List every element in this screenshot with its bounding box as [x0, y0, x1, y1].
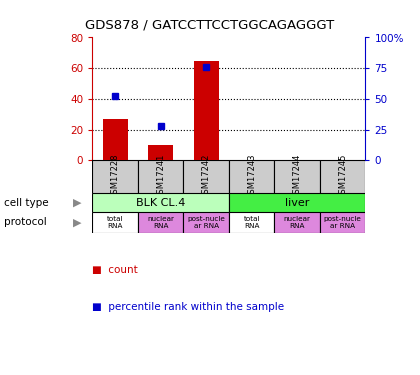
- Text: total
RNA: total RNA: [107, 216, 123, 229]
- Bar: [194, 60, 219, 160]
- Bar: [229, 212, 274, 232]
- Text: ■  percentile rank within the sample: ■ percentile rank within the sample: [92, 303, 284, 312]
- Bar: [92, 212, 138, 232]
- Text: ▶: ▶: [74, 217, 82, 227]
- Bar: [184, 160, 229, 193]
- Text: GSM17228: GSM17228: [110, 154, 120, 200]
- Text: ▶: ▶: [74, 198, 82, 207]
- Bar: [229, 160, 274, 193]
- Bar: [92, 193, 229, 212]
- Bar: [92, 160, 138, 193]
- Bar: [320, 160, 365, 193]
- Text: GDS878 / GATCCTTCCTGGCAGAGGGT: GDS878 / GATCCTTCCTGGCAGAGGGT: [85, 19, 335, 32]
- Bar: [229, 193, 365, 212]
- Text: GSM17243: GSM17243: [247, 154, 256, 200]
- Text: GSM17244: GSM17244: [293, 154, 302, 199]
- Text: liver: liver: [285, 198, 310, 207]
- Text: nuclear
RNA: nuclear RNA: [284, 216, 311, 229]
- Text: nuclear
RNA: nuclear RNA: [147, 216, 174, 229]
- Text: protocol: protocol: [4, 217, 47, 227]
- Bar: [320, 212, 365, 232]
- Bar: [274, 160, 320, 193]
- Text: BLK CL.4: BLK CL.4: [136, 198, 185, 207]
- Text: GSM17245: GSM17245: [338, 154, 347, 199]
- Bar: [138, 212, 184, 232]
- Text: post-nucle
ar RNA: post-nucle ar RNA: [324, 216, 362, 229]
- Bar: [138, 160, 184, 193]
- Text: post-nucle
ar RNA: post-nucle ar RNA: [187, 216, 225, 229]
- Text: ■  count: ■ count: [92, 265, 138, 275]
- Bar: [274, 212, 320, 232]
- Bar: [102, 119, 128, 160]
- Bar: [148, 145, 173, 160]
- Text: GSM17242: GSM17242: [202, 154, 211, 199]
- Text: cell type: cell type: [4, 198, 49, 207]
- Text: GSM17241: GSM17241: [156, 154, 165, 199]
- Bar: [184, 212, 229, 232]
- Text: total
RNA: total RNA: [244, 216, 260, 229]
